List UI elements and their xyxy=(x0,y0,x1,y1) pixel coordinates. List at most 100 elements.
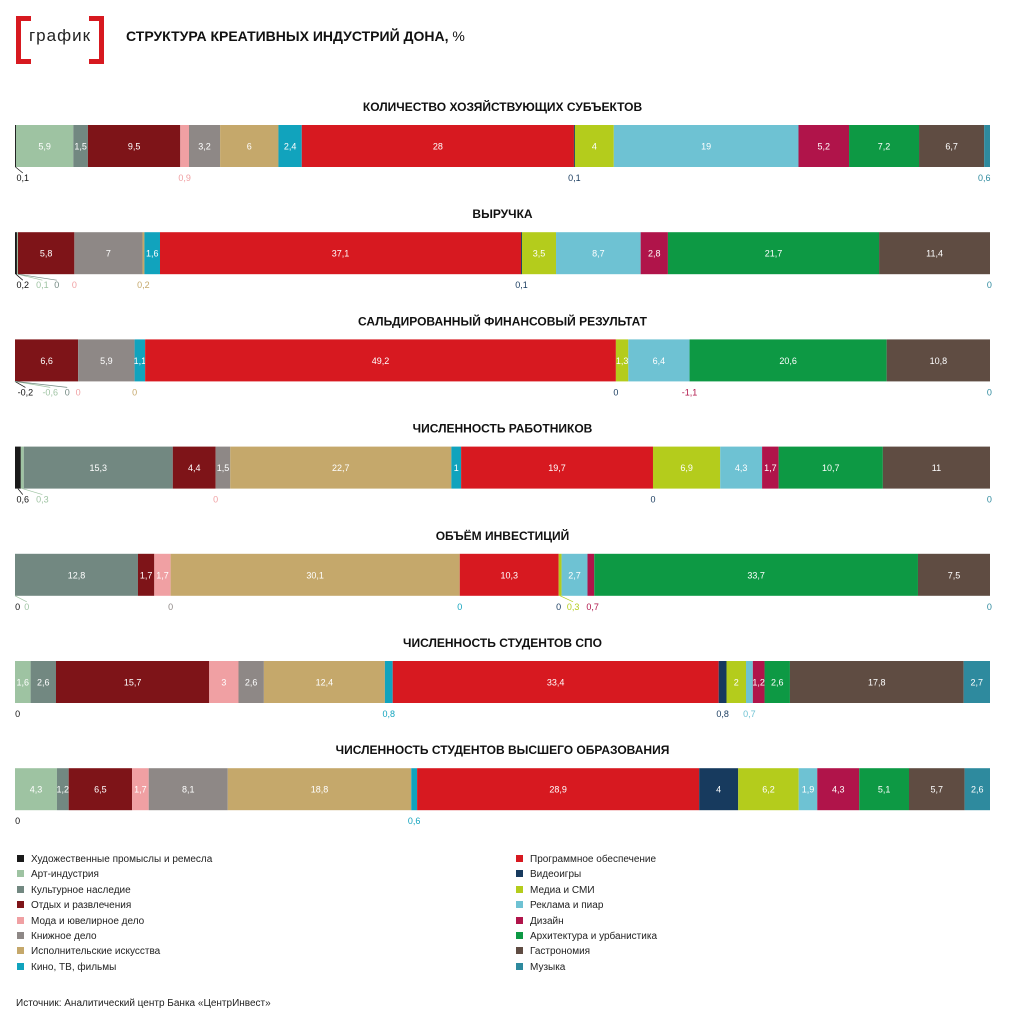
segment-value-label: 7 xyxy=(106,249,111,259)
leader-line xyxy=(15,273,24,281)
segment-value-label: 6,6 xyxy=(40,356,53,366)
brand-logo: график xyxy=(16,16,104,64)
bar-group: ЧИСЛЕННОСТЬ СТУДЕНТОВ ВЫСШЕГО ОБРАЗОВАНИ… xyxy=(15,743,990,826)
small-value-label: 0,8 xyxy=(716,709,729,719)
segment-value-label: 4 xyxy=(716,785,721,795)
segment-value-label: 10,7 xyxy=(822,463,840,473)
logo-text: график xyxy=(28,26,92,45)
leader-line xyxy=(14,381,26,388)
segment-value-label: 1,7 xyxy=(156,570,169,580)
bar-segment xyxy=(209,661,239,703)
segment-value-label: 3,2 xyxy=(198,142,211,152)
legend-label: Книжное дело xyxy=(31,930,97,942)
bar-segment xyxy=(594,553,918,596)
bar-segment xyxy=(20,446,24,489)
bar-segment xyxy=(615,339,629,382)
legend-item: Мода и ювелирное дело xyxy=(17,914,212,929)
small-value-label: 0,1 xyxy=(515,280,528,290)
legend-item: Медиа и СМИ xyxy=(516,883,657,898)
segment-value-label: 15,7 xyxy=(124,678,142,688)
legend-item: Культурное наследие xyxy=(17,883,212,898)
segment-value-label: 1,3 xyxy=(616,356,629,366)
bar-segment xyxy=(17,232,75,275)
bar-segment xyxy=(798,125,850,167)
segment-value-label: 10,3 xyxy=(500,570,518,580)
legend-swatch xyxy=(516,855,523,862)
small-value-label: 0 xyxy=(76,387,81,397)
legend-label: Художественные промыслы и ремесла xyxy=(31,854,213,865)
small-value-label: 0,6 xyxy=(17,495,30,505)
bar-segment xyxy=(172,446,216,489)
segment-value-label: 20,6 xyxy=(779,356,797,366)
bar-group: ЧИСЛЕННОСТЬ РАБОТНИКОВ 15,3 4,4 1,5 22,7 1 19,… xyxy=(15,422,992,505)
segment-value-label: 1,5 xyxy=(217,463,230,473)
segment-value-label: 2,8 xyxy=(648,249,661,259)
bar-segment xyxy=(574,125,614,167)
legend-item: Художественные промыслы и ремесла xyxy=(17,852,212,867)
bar-segment xyxy=(301,125,574,167)
bar-segment xyxy=(917,553,990,596)
bar-segment xyxy=(148,768,228,811)
bar-segment xyxy=(15,553,138,596)
small-value-label: 0,3 xyxy=(567,602,580,612)
bar-segment xyxy=(886,339,990,382)
leader-line xyxy=(559,595,574,603)
segment-value-label: 1,9 xyxy=(802,785,815,795)
segment-value-label: 33,4 xyxy=(547,678,565,688)
bar-title: САЛЬДИРОВАННЫЙ ФИНАНСОВЫЙ РЕЗУЛЬТАТ xyxy=(358,313,648,328)
bar-group: ВЫРУЧКА 5,8 7 1,6 37,1 3,5 8,7 2,8 21,7 11,4 0,2 0,… xyxy=(15,207,992,290)
page-title: СТРУКТУРА КРЕАТИВНЫХ ИНДУСТРИЙ ДОНА, % xyxy=(126,28,465,44)
segment-value-label: 1,6 xyxy=(146,249,159,259)
bar-segment xyxy=(764,661,790,703)
segment-value-label: 2,7 xyxy=(971,678,984,688)
title-unit: % xyxy=(452,28,465,44)
legend-column-right: Программное обеспечение Видеоигры Медиа и … xyxy=(516,852,657,975)
bar-segment xyxy=(56,768,69,811)
legend-label: Гастрономия xyxy=(530,946,591,958)
small-value-label: 0 xyxy=(213,495,218,505)
bar-segment xyxy=(587,553,595,596)
segment-value-label: 7,5 xyxy=(948,570,961,580)
bar-segment xyxy=(263,661,385,703)
legend-swatch xyxy=(17,855,24,862)
segment-value-label: 5,7 xyxy=(931,785,944,795)
bar-segment xyxy=(817,768,860,811)
legend-item: Отдых и развлечения xyxy=(17,898,212,913)
bar-segment xyxy=(689,339,887,382)
segment-value-label: 30,1 xyxy=(306,570,324,580)
bar-title: ЧИСЛЕННОСТЬ РАБОТНИКОВ xyxy=(413,422,593,436)
bar-segment xyxy=(964,768,990,811)
segment-value-label: 1,2 xyxy=(752,678,765,688)
segment-value-label: 5,9 xyxy=(100,356,113,366)
bar-segment xyxy=(520,232,522,275)
segment-value-label: 4,3 xyxy=(735,463,748,473)
small-value-label: 0 xyxy=(987,495,992,505)
small-value-label: 0,1 xyxy=(568,173,581,183)
segment-value-label: 1,5 xyxy=(74,142,87,152)
small-value-label: 0 xyxy=(54,280,59,290)
bar-segment xyxy=(23,446,173,489)
segment-value-label: 2,6 xyxy=(771,678,784,688)
legend-label: Реклама и пиар xyxy=(530,900,604,912)
leader-line xyxy=(14,381,68,388)
bar-segment xyxy=(16,232,18,275)
small-value-label: 0 xyxy=(24,602,29,612)
bar-segment xyxy=(74,232,143,275)
legend-swatch xyxy=(17,901,24,909)
segment-value-label: 2,7 xyxy=(568,570,581,580)
segment-value-label: 37,1 xyxy=(332,249,350,259)
bar-segment xyxy=(667,232,880,275)
segment-value-label: 3,5 xyxy=(533,249,546,259)
bar-segment xyxy=(15,661,31,703)
bar-segment xyxy=(159,232,521,275)
legend-swatch xyxy=(17,885,24,893)
legend-item: Реклама и пиар xyxy=(516,898,657,913)
bar-title: ОБЪЁМ ИНВЕСТИЦИЙ xyxy=(436,528,570,543)
legend-swatch xyxy=(516,870,523,878)
segment-value-label: 15,3 xyxy=(90,463,108,473)
bar-segment xyxy=(417,768,700,811)
small-value-label: 0,2 xyxy=(17,280,30,290)
segment-value-label: 1,6 xyxy=(17,678,30,688)
bar-segment xyxy=(849,125,920,167)
bar-segment xyxy=(726,661,747,703)
